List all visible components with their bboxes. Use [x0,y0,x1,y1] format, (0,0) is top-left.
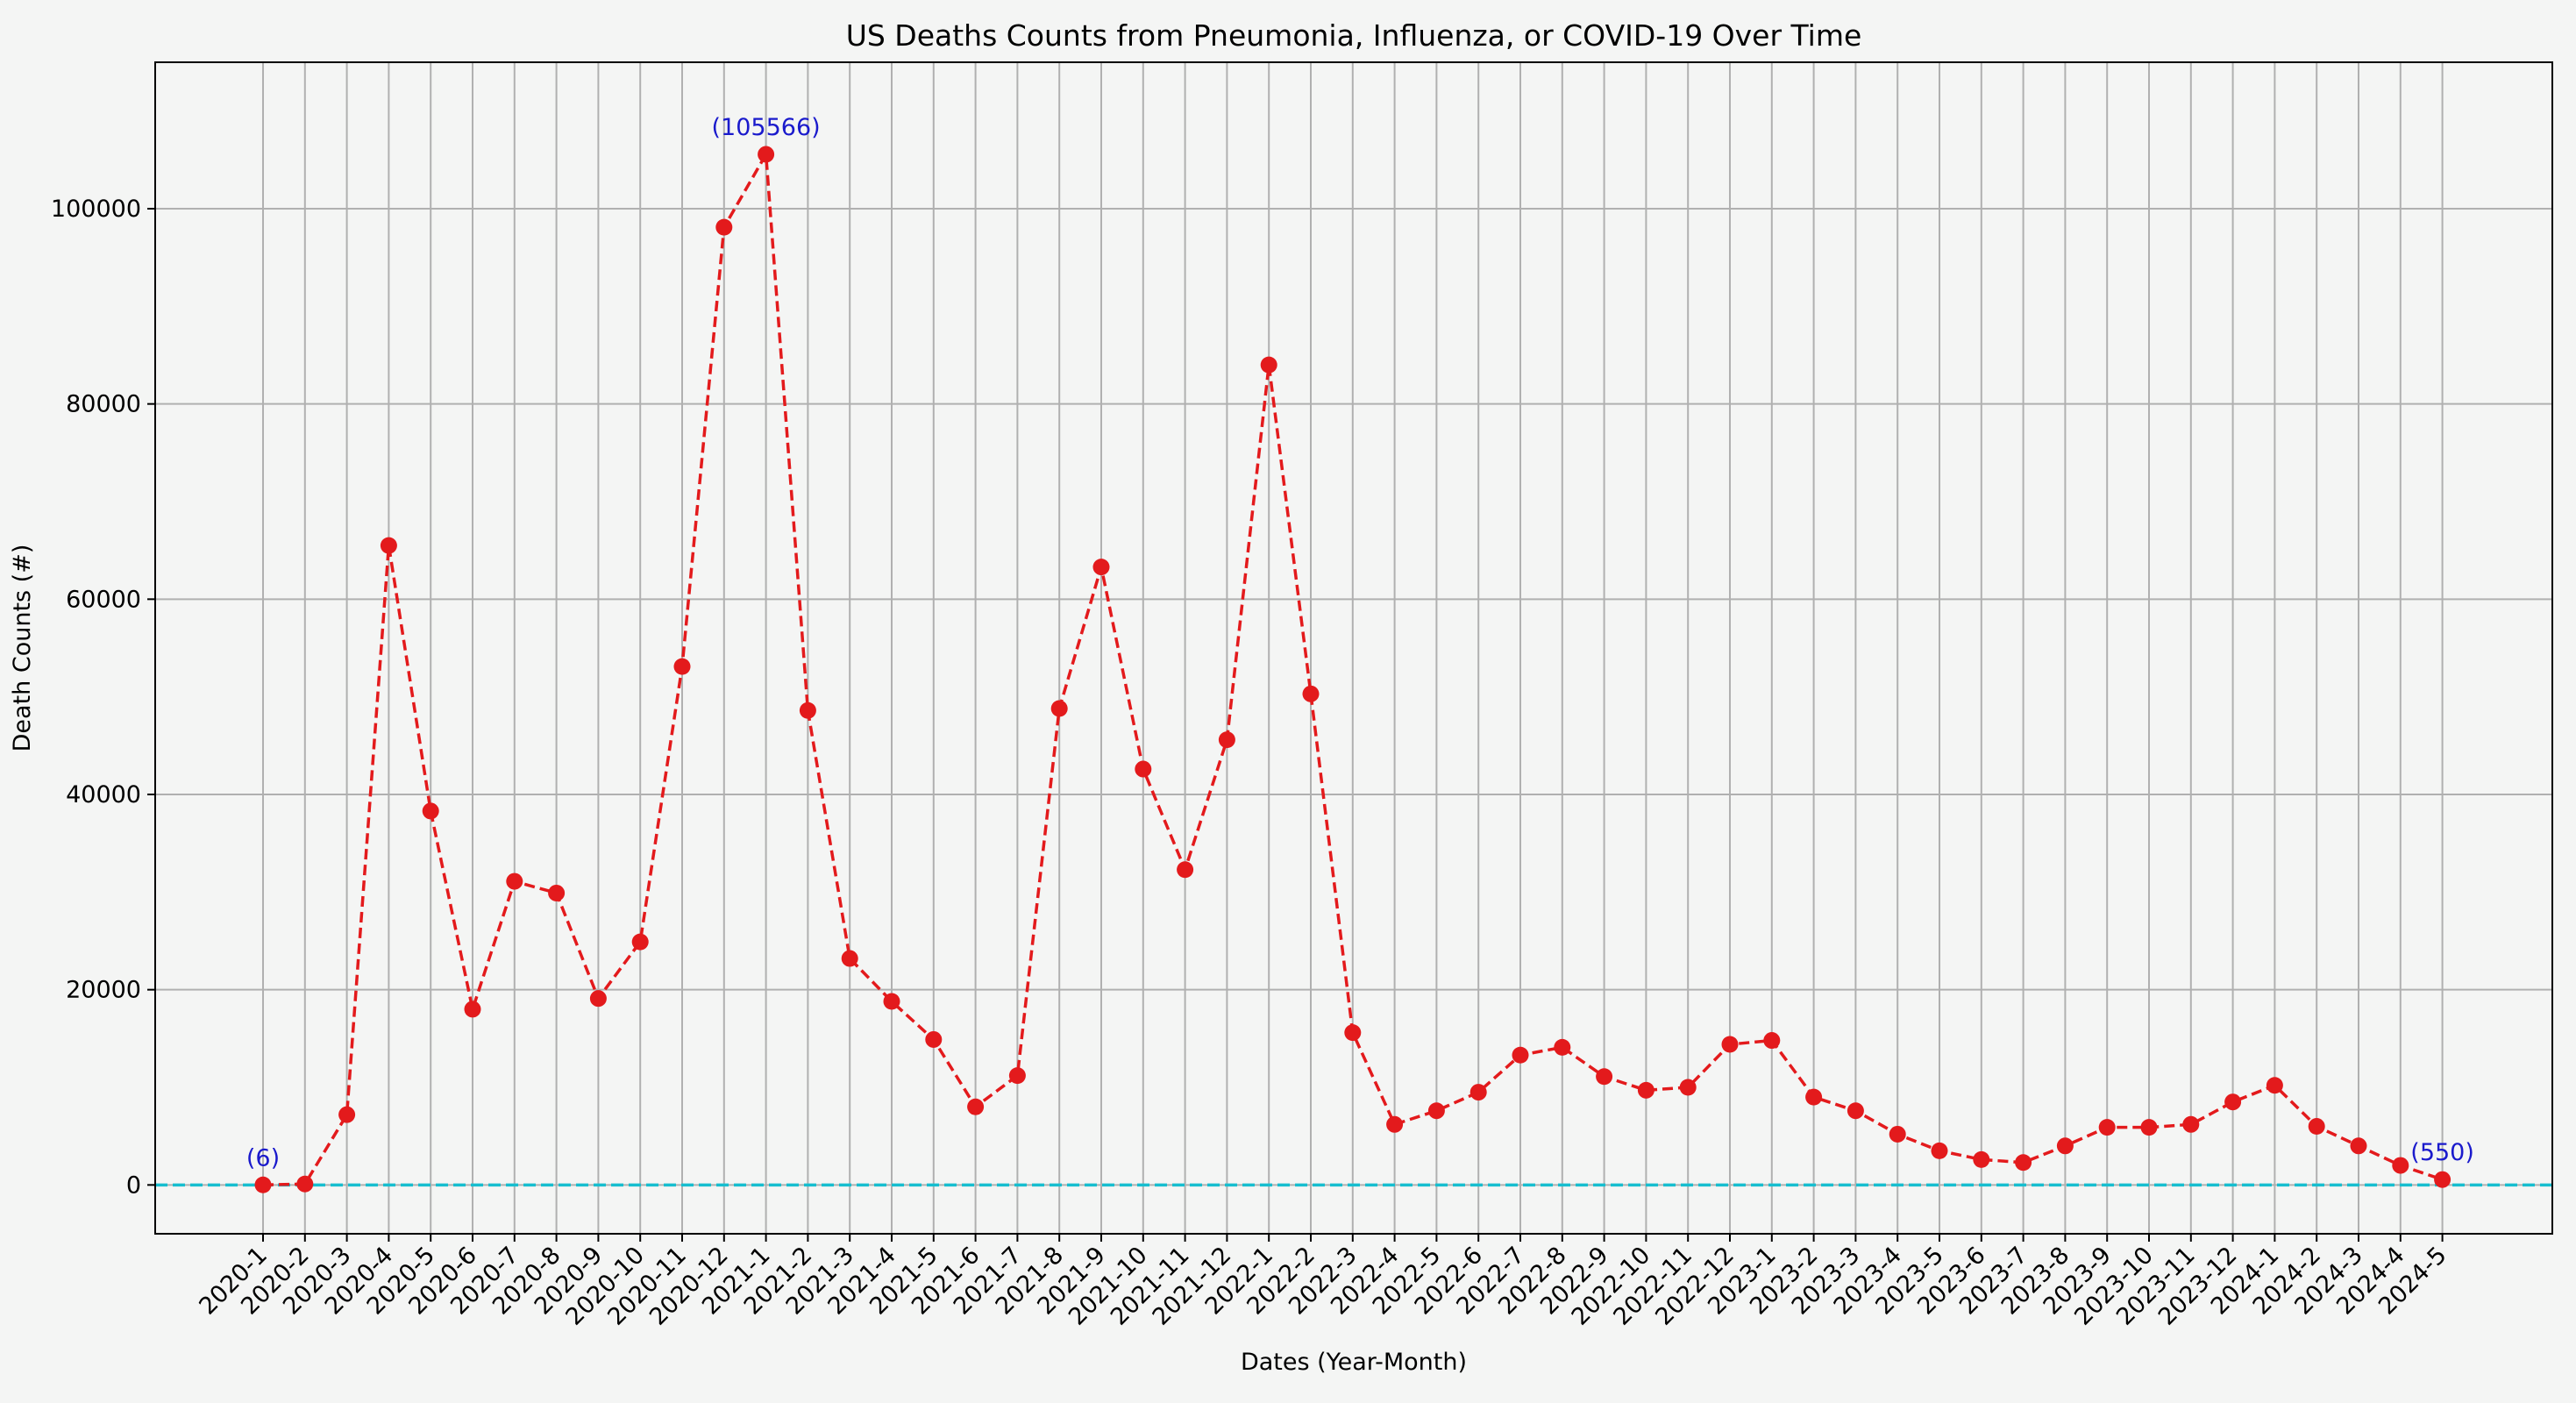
data-point [589,990,607,1008]
data-point [1135,760,1152,778]
data-annotation: (550) [2410,1139,2474,1166]
data-point [2015,1154,2032,1172]
data-point [1554,1038,1571,1056]
data-point [1008,1067,1026,1085]
y-tick-label: 0 [126,1172,141,1199]
data-point [338,1106,356,1123]
data-point [2140,1119,2158,1136]
y-tick-label: 60000 [66,586,141,613]
data-point [1092,559,1110,576]
y-tick-label: 40000 [66,781,141,808]
data-point [464,1001,481,1018]
series-group [254,146,2451,1193]
data-point [548,884,566,901]
data-point [1344,1024,1362,1042]
data-point [1512,1046,1529,1064]
data-point [380,537,397,554]
grid-lines [155,62,2552,1234]
y-tick-label: 100000 [51,196,141,223]
y-axis-label: Death Counts (#) [9,545,36,752]
data-point [841,950,858,967]
data-point [1637,1081,1654,1099]
data-point [2266,1077,2283,1094]
chart-title: US Deaths Counts from Pneumonia, Influen… [846,18,1862,53]
y-tick-label: 20000 [66,977,141,1004]
data-point [2308,1118,2325,1136]
data-point [2392,1157,2409,1174]
annotations: (6) (105566) (550) [246,114,2474,1172]
plot-frame [154,61,2553,1235]
data-point [799,702,816,719]
x-axis-label: Dates (Year-Month) [1241,1349,1467,1376]
data-point [2056,1137,2074,1155]
data-point [925,1030,943,1048]
data-point [1805,1088,1823,1106]
data-annotation: (6) [246,1144,280,1172]
data-point [2182,1115,2200,1133]
data-annotation: (105566) [712,114,821,141]
data-point [1973,1150,1990,1168]
data-point [1469,1084,1487,1101]
data-point [2434,1171,2451,1188]
data-point [1302,685,1320,702]
data-point [2350,1137,2367,1155]
data-point [1260,356,1277,374]
data-point [1177,861,1194,879]
data-point [422,802,439,820]
data-point [254,1176,272,1193]
data-point [758,146,775,163]
data-point [296,1175,314,1193]
data-point [1218,731,1235,749]
data-point [1889,1125,1906,1143]
data-point [2224,1093,2242,1111]
data-point [967,1098,985,1115]
data-point [1847,1102,1864,1120]
data-point [883,993,900,1010]
data-point [1931,1142,1948,1159]
y-axis: 0 20000 40000 60000 80000 100000 [51,196,155,1199]
data-point [2098,1119,2116,1136]
y-tick-label: 80000 [66,391,141,418]
data-point [1721,1036,1739,1053]
data-point [673,658,691,675]
data-point [1679,1079,1697,1096]
data-point [715,218,733,236]
data-point [1596,1068,1613,1086]
data-point [1386,1115,1404,1133]
data-point [1763,1032,1781,1050]
data-point [631,933,649,951]
data-point [1050,700,1068,717]
data-point [1427,1102,1445,1120]
data-point [506,872,523,890]
